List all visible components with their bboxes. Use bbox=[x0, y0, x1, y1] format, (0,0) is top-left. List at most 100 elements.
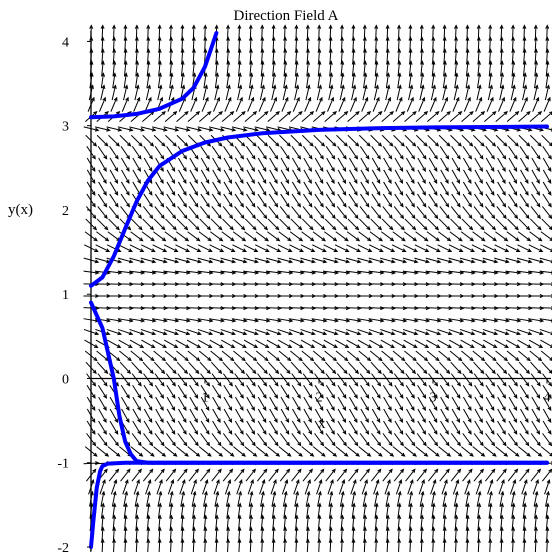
slope-arrowhead bbox=[356, 259, 362, 264]
slope-arrowhead bbox=[390, 331, 396, 336]
slope-arrow bbox=[345, 318, 361, 322]
slope-arrow bbox=[96, 231, 109, 242]
slope-arrowhead bbox=[502, 441, 507, 447]
slope-arrowhead bbox=[342, 155, 347, 160]
slope-arrow bbox=[532, 479, 539, 495]
slope-arrowhead bbox=[431, 24, 436, 29]
slope-arrowhead bbox=[173, 344, 179, 349]
slope-arrow bbox=[312, 244, 326, 252]
slope-arrowhead bbox=[249, 502, 254, 508]
slope-arrow bbox=[352, 527, 355, 543]
slope-arrow bbox=[440, 157, 449, 172]
slope-arrow bbox=[249, 37, 252, 53]
slope-arrow bbox=[117, 270, 133, 274]
slope-arrowhead bbox=[477, 490, 482, 496]
slope-arrow bbox=[328, 73, 332, 89]
slope-arrowhead bbox=[206, 468, 211, 473]
slope-arrowhead bbox=[183, 214, 188, 220]
slope-arrow bbox=[233, 111, 246, 122]
slope-arrow bbox=[200, 385, 210, 399]
slope-arrowhead bbox=[148, 430, 153, 435]
slope-arrow bbox=[519, 181, 529, 196]
slope-arrowhead bbox=[116, 357, 121, 362]
slope-arrow bbox=[495, 361, 507, 374]
slope-arrow bbox=[280, 385, 290, 399]
slope-arrow bbox=[174, 270, 190, 274]
slope-arrow bbox=[420, 503, 424, 519]
slope-arrow bbox=[541, 361, 552, 374]
slope-arrowhead bbox=[480, 369, 485, 375]
slope-arrow bbox=[100, 73, 104, 89]
slope-arrowhead bbox=[231, 318, 237, 323]
slope-arrowhead bbox=[249, 490, 254, 496]
slope-arrowhead bbox=[410, 430, 415, 435]
slope-arrow bbox=[507, 373, 518, 386]
slope-arrowhead bbox=[330, 406, 335, 412]
slope-arrowhead bbox=[502, 191, 506, 196]
slope-arrow bbox=[392, 350, 405, 361]
slope-arrow bbox=[408, 85, 413, 101]
slope-arrow bbox=[220, 257, 236, 263]
slope-arrow bbox=[340, 37, 343, 53]
slope-arrow bbox=[416, 361, 428, 374]
slope-arrow bbox=[312, 339, 326, 348]
slope-arrowhead bbox=[275, 111, 280, 116]
slope-arrowhead bbox=[159, 96, 163, 102]
slope-arrowhead bbox=[355, 142, 360, 147]
slope-arrow bbox=[292, 97, 300, 112]
slope-arrowhead bbox=[264, 111, 269, 116]
slope-arrowhead bbox=[376, 203, 381, 208]
slope-arrow bbox=[119, 350, 132, 361]
slope-arrow bbox=[497, 396, 506, 411]
slope-arrowhead bbox=[502, 203, 507, 208]
slope-arrowhead bbox=[391, 318, 396, 323]
slope-arrow bbox=[336, 218, 348, 230]
slope-arrow bbox=[283, 73, 287, 89]
slope-arrow bbox=[348, 420, 358, 435]
slope-arrow bbox=[290, 361, 302, 374]
slope-arrow bbox=[189, 157, 198, 172]
slope-arrowhead bbox=[229, 214, 234, 220]
slope-arrowhead bbox=[479, 468, 484, 473]
slope-arrowhead bbox=[297, 369, 303, 375]
slope-arrowhead bbox=[340, 490, 345, 496]
slope-arrow bbox=[142, 361, 154, 374]
slope-arrow bbox=[375, 25, 377, 41]
slope-arrow bbox=[109, 181, 119, 196]
slope-arrow bbox=[213, 97, 220, 112]
slope-arrow bbox=[313, 206, 325, 219]
slope-arrow bbox=[488, 73, 492, 89]
slope-arrow bbox=[420, 515, 423, 531]
slope-arrowhead bbox=[183, 369, 189, 375]
slope-arrowhead bbox=[93, 357, 98, 362]
slope-arrow bbox=[314, 181, 324, 196]
slope-arrowhead bbox=[229, 369, 234, 375]
solution-curve bbox=[89, 124, 549, 288]
slope-arrowhead bbox=[320, 142, 326, 147]
slope-arrow bbox=[485, 146, 495, 160]
slope-arrowhead bbox=[309, 357, 315, 362]
slope-arrowhead bbox=[172, 111, 178, 116]
slope-arrowhead bbox=[423, 142, 428, 147]
slope-arrowhead bbox=[536, 430, 541, 435]
slope-arrow bbox=[360, 396, 369, 411]
slope-arrowhead bbox=[432, 96, 437, 102]
slope-arrow bbox=[522, 85, 527, 101]
slope-arrowhead bbox=[124, 490, 129, 496]
slope-arrow bbox=[474, 181, 483, 196]
slope-arrow bbox=[507, 433, 518, 446]
slope-arrow bbox=[189, 181, 198, 196]
slope-arrow bbox=[540, 231, 552, 241]
slope-arrowhead bbox=[389, 142, 394, 147]
slope-arrowhead bbox=[547, 203, 552, 208]
slope-arrow bbox=[154, 433, 165, 446]
slope-arrow bbox=[283, 61, 287, 77]
slope-arrowhead bbox=[261, 84, 265, 89]
slope-arrowhead bbox=[547, 418, 552, 424]
slope-arrowhead bbox=[410, 96, 414, 102]
slope-arrow bbox=[530, 433, 541, 446]
slope-arrowhead bbox=[526, 226, 531, 231]
slope-arrow bbox=[528, 328, 543, 335]
slope-arrowhead bbox=[277, 259, 282, 264]
slope-arrow bbox=[454, 25, 457, 41]
